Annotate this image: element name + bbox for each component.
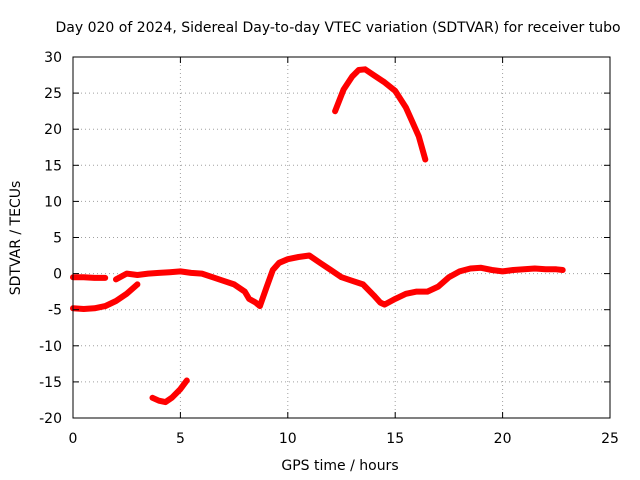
y-tick-label: 0	[53, 267, 62, 283]
series-line-segment-2	[70, 281, 141, 312]
y-axis-label: SDTVAR / TECUs	[8, 181, 24, 296]
y-tick-label: 5	[53, 231, 62, 247]
x-tick-label: 5	[176, 431, 185, 447]
y-tick-label: -5	[48, 303, 62, 319]
series-line-segment-4	[149, 377, 190, 406]
series-line-segment-5	[332, 66, 429, 163]
x-axis-label: GPS time / hours	[281, 458, 398, 474]
y-tick-label: -15	[39, 375, 62, 391]
y-tick-label: 30	[44, 50, 62, 66]
series-line-segment-3	[113, 252, 566, 310]
y-tick-label: 15	[44, 158, 62, 174]
chart-title: Day 020 of 2024, Sidereal Day-to-day VTE…	[55, 20, 620, 36]
y-tick-label: 10	[44, 194, 62, 210]
plot-frame	[72, 56, 611, 419]
y-tick-label: 20	[44, 122, 62, 138]
tick-labels: 0 5 10 15 20 25 -20 -15 -10 -5 0 5 10 15 20 25 30	[39, 50, 619, 447]
x-tick-label: 20	[494, 431, 512, 447]
x-tick-label: 0	[69, 431, 78, 447]
y-tick-label: 25	[44, 86, 62, 102]
y-tick-label: -10	[39, 339, 62, 355]
x-tick-label: 10	[279, 431, 297, 447]
series-group	[70, 66, 566, 406]
series-line-segment-1	[70, 274, 109, 281]
grid-lines	[72, 56, 611, 419]
x-tick-label: 15	[386, 431, 404, 447]
x-tick-label: 25	[601, 431, 619, 447]
y-tick-label: -20	[39, 411, 62, 427]
